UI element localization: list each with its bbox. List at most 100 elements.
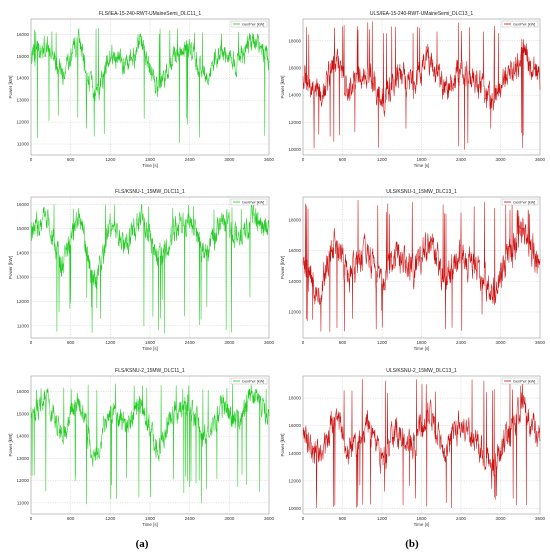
y-tick-label: 12000 [16, 120, 29, 125]
y-tick-label: 10000 [288, 147, 301, 152]
x-tick-label: 0 [30, 157, 33, 162]
x-tick-label: 1800 [416, 157, 427, 162]
y-tick-label: 16000 [16, 32, 29, 37]
x-tick-label: 1200 [105, 340, 116, 345]
x-tick-label: 0 [302, 157, 305, 162]
y-tick-label: 12000 [288, 309, 301, 314]
y-tick-label: 18000 [288, 217, 301, 222]
chart-title: FLS/KSNU-2_15MW_DLC11_1 [115, 368, 185, 374]
plot-area [30, 375, 270, 515]
y-tick-label: 15000 [16, 411, 29, 416]
legend-label: GenPwr [kW] [513, 200, 535, 204]
x-tick-label: 1800 [145, 340, 156, 345]
x-tick-label: 1800 [145, 516, 156, 521]
y-tick-label: 14000 [288, 279, 301, 284]
x-tick-label: 600 [67, 340, 75, 345]
chart-panel-3: FLS/KSNU-1_15MW_DLC11_1 0 600 1200 1800 2400 3… [8, 189, 275, 351]
x-tick-label: 2400 [456, 516, 467, 521]
x-tick-label: 3000 [224, 157, 235, 162]
x-tick-label: 1200 [105, 157, 116, 162]
series-line [302, 378, 541, 508]
chart-title: FLS/IEA-15-240-RWT-UMaineSemi_DLC11_1 [99, 11, 202, 17]
x-tick-label: 3600 [535, 340, 546, 345]
x-tick-label: 1200 [377, 340, 388, 345]
x-tick-label: 1200 [105, 516, 116, 521]
y-axis-label: Power [kW] [8, 75, 13, 98]
chart-title: ULS/IEA-15-240-RWT-UMaineSemi_DLC13_1 [370, 11, 474, 17]
y-tick-label: 16000 [288, 248, 301, 253]
x-tick-label: 1800 [416, 516, 427, 521]
y-tick-label: 13000 [16, 98, 29, 103]
x-tick-label: 3000 [224, 340, 235, 345]
x-tick-label: 600 [339, 516, 347, 521]
y-tick-label: 13000 [16, 456, 29, 461]
chart-panel-6: ULS/KSNU-2_15MW_DLC13_1 0 600 1200 1800 2400 3… [280, 368, 546, 527]
chart-panel-2: ULS/IEA-15-240-RWT-UMaineSemi_DLC13_1 0 60… [280, 11, 546, 168]
panels: FLS/IEA-15-240-RWT-UMaineSemi_DLC11_1 0 60… [8, 11, 546, 527]
x-tick-label: 0 [30, 340, 33, 345]
x-tick-label: 2400 [185, 340, 196, 345]
y-tick-label: 14000 [288, 451, 301, 456]
x-tick-label: 3600 [264, 516, 275, 521]
x-tick-label: 3000 [224, 516, 235, 521]
chart-panel-5: FLS/KSNU-2_15MW_DLC11_1 0 600 1200 1800 2400 3… [8, 368, 275, 527]
y-tick-label: 16000 [288, 65, 301, 70]
y-tick-label: 16000 [16, 202, 29, 207]
chart-panel-1: FLS/IEA-15-240-RWT-UMaineSemi_DLC11_1 0 60… [8, 11, 275, 168]
y-tick-label: 15000 [16, 54, 29, 59]
x-tick-label: 1200 [377, 516, 388, 521]
x-axis-label: Time [s] [142, 163, 158, 168]
y-tick-label: 16000 [288, 423, 301, 428]
x-axis-label: Time [s] [414, 522, 430, 527]
x-tick-label: 0 [302, 340, 305, 345]
x-tick-label: 600 [67, 516, 75, 521]
legend-box [230, 377, 268, 385]
y-tick-label: 14000 [16, 250, 29, 255]
legend-box [501, 377, 539, 385]
y-tick-label: 10000 [288, 506, 301, 511]
x-tick-label: 3600 [264, 157, 275, 162]
y-tick-label: 16000 [16, 389, 29, 394]
y-tick-label: 11000 [17, 323, 30, 328]
x-axis-label: Time [s] [414, 346, 430, 351]
legend-label: GenPwr [kW] [242, 22, 264, 26]
y-axis-label: Power [kW] [280, 75, 285, 98]
y-tick-label: 13000 [16, 275, 29, 280]
x-tick-label: 3000 [495, 157, 506, 162]
y-tick-label: 12000 [16, 478, 29, 483]
x-tick-label: 0 [30, 516, 33, 521]
x-tick-label: 0 [302, 516, 305, 521]
x-tick-label: 3600 [264, 340, 275, 345]
x-tick-label: 2400 [185, 157, 196, 162]
y-tick-label: 11000 [17, 142, 30, 147]
chart-title: ULS/KSNU-1_15MW_DLC13_1 [386, 189, 457, 195]
plot-area [302, 375, 541, 515]
y-tick-label: 14000 [288, 93, 301, 98]
x-tick-label: 2400 [456, 157, 467, 162]
legend-box [501, 198, 539, 206]
y-tick-label: 18000 [288, 396, 301, 401]
legend-box [230, 198, 268, 206]
y-tick-label: 14000 [16, 434, 29, 439]
x-tick-label: 1200 [377, 157, 388, 162]
series-line [30, 383, 270, 505]
x-tick-label: 3600 [535, 157, 546, 162]
series-line [302, 199, 541, 332]
y-tick-label: 18000 [288, 38, 301, 43]
legend-box [230, 20, 268, 28]
x-tick-label: 1800 [416, 340, 427, 345]
y-axis-label: Power [kW] [280, 433, 285, 456]
legend-label: GenPwr [kW] [513, 379, 535, 383]
y-axis-label: Power [kW] [8, 256, 13, 279]
x-tick-label: 3600 [535, 516, 546, 521]
caption-b: (b) [405, 538, 419, 550]
x-tick-label: 1800 [145, 157, 156, 162]
x-tick-label: 2400 [185, 516, 196, 521]
legend-box [501, 20, 539, 28]
chart-panel-4: ULS/KSNU-1_15MW_DLC13_1 0 600 1200 1800 2400 3… [280, 189, 546, 351]
x-tick-label: 600 [339, 157, 347, 162]
y-tick-label: 12000 [16, 299, 29, 304]
y-tick-label: 11000 [17, 500, 30, 505]
y-tick-label: 12000 [288, 120, 301, 125]
